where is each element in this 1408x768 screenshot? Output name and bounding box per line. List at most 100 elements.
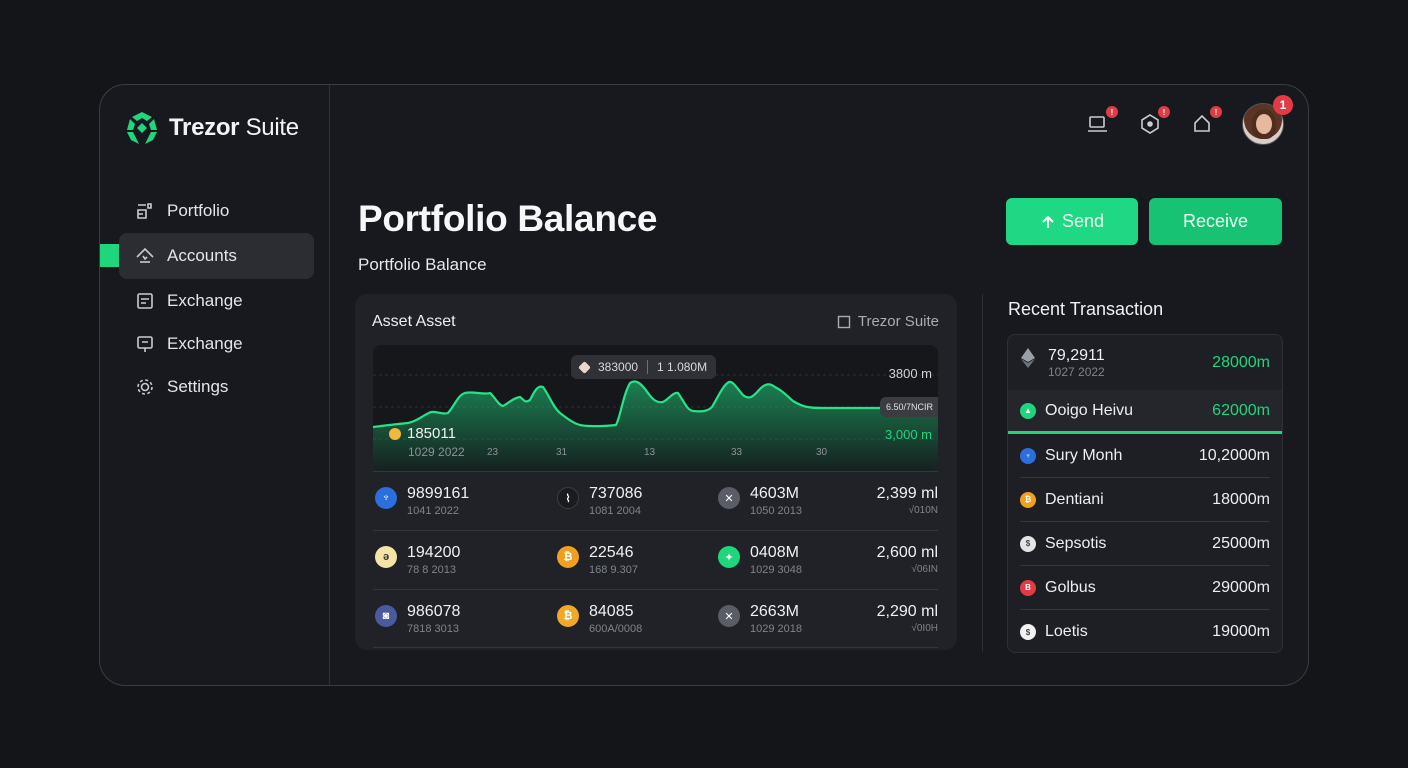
page-title: Portfolio Balance [358, 198, 658, 239]
coin-icon: B [1020, 579, 1036, 596]
y-axis-top-label: 3800 m [888, 366, 932, 381]
avatar[interactable]: 1 [1242, 95, 1293, 145]
asset-value: 194200 [407, 544, 461, 561]
coin-icon: ₿ [557, 546, 579, 568]
asset-date: 1081 2004 [589, 505, 641, 517]
transaction-amount: 28000m [1212, 353, 1270, 371]
asset-cell: ✕ 4603M 1050 2013 [718, 485, 802, 517]
transaction-item[interactable]: ₿ Dentiani 18000m [1020, 478, 1270, 522]
asset-cell: ə 194200 78 8 2013 [375, 544, 460, 576]
y-axis-marker: 6.50/7NCIR [880, 397, 938, 417]
receive-button[interactable]: Receive [1149, 198, 1282, 245]
transaction-item[interactable]: ♆ Sury Monh 10,2000m [1020, 434, 1270, 478]
current-date: 1029 2022 [408, 445, 465, 459]
asset-cell: ⌇ 737086 1081 2004 [557, 485, 642, 517]
asset-cell: ♆ 9899161 1041 2022 [375, 485, 469, 517]
transaction-name: 79,2911 [1048, 346, 1105, 364]
ethereum-icon [1021, 347, 1035, 368]
sidebar-item-label: Portfolio [167, 201, 230, 220]
transaction-amount: 62000m [1212, 401, 1270, 419]
accounts-icon [135, 246, 155, 266]
exchange-alt-icon [135, 334, 155, 354]
send-label: Send [1061, 211, 1105, 231]
x-axis-label: 30 [816, 447, 828, 458]
sidebar-item-portfolio[interactable]: Portfolio [119, 189, 314, 233]
transaction-name: Golbus [1045, 578, 1096, 596]
asset-amount: 2,600 ml [876, 544, 938, 561]
asset-value: 22546 [589, 544, 634, 561]
transaction-name: Sepsotis [1045, 534, 1107, 552]
y-axis-bottom-label: 3,000 m [885, 427, 932, 442]
device-button[interactable]: ! [1086, 106, 1118, 136]
asset-row[interactable]: ə 194200 78 8 2013 ₿ 22546 168 9.307 ✦ 040… [373, 530, 938, 589]
asset-table: ♆ 9899161 1041 2022 ⌇ 737086 1081 2004 ✕ 4… [373, 471, 938, 648]
asset-date: 1029 2018 [750, 623, 802, 635]
asset-amount-sub: √0I0H [911, 623, 938, 634]
exchange-icon [135, 291, 155, 311]
sidebar-item-label: Accounts [167, 246, 237, 265]
sidebar-item-accounts[interactable]: Accounts [100, 233, 314, 279]
transaction-amount: 18000m [1212, 490, 1270, 508]
asset-cell: ₿ 84085 600A/0008 [557, 603, 642, 635]
asset-date: 600A/0008 [589, 623, 643, 635]
tooltip-divider [647, 360, 649, 374]
coin-icon: ✕ [718, 605, 740, 627]
asset-value: 84085 [589, 603, 634, 620]
transaction-amount: 29000m [1212, 578, 1270, 596]
asset-value: 737086 [589, 485, 643, 502]
transaction-item[interactable]: B Golbus 29000m [1020, 566, 1270, 610]
transaction-name: Dentiani [1045, 490, 1104, 508]
asset-value: 4603M [750, 485, 799, 502]
balance-chart[interactable]: 383000 1 1.080M 3800 m 6.50/7NCIR 3,000 … [373, 345, 938, 471]
page-subtitle: Portfolio Balance [358, 255, 487, 274]
sidebar-item-exchange-2[interactable]: Exchange [119, 322, 314, 365]
trezor-logo-icon [127, 112, 157, 144]
asset-date: 1041 2022 [407, 505, 459, 517]
asset-value: 2663M [750, 603, 799, 620]
asset-amount-cell: 2,399 ml √010N [877, 485, 938, 516]
transaction-amount: 19000m [1212, 623, 1270, 640]
eye-button[interactable]: ! [1138, 106, 1170, 136]
bell-icon [1194, 114, 1210, 132]
transaction-name: Loetis [1045, 623, 1088, 640]
x-axis-label: 23 [487, 447, 499, 458]
bell-button[interactable]: ! [1190, 106, 1222, 136]
transaction-item-selected[interactable]: ▲ Ooigo Heivu 62000m [1008, 390, 1282, 434]
current-value: 185011 [389, 425, 456, 442]
asset-amount-sub: √010N [908, 505, 938, 516]
asset-row[interactable]: ♆ 9899161 1041 2022 ⌇ 737086 1081 2004 ✕ 4… [373, 471, 938, 530]
x-axis-label: 31 [556, 447, 568, 458]
transaction-item[interactable]: $ Loetis 19000m [1020, 610, 1270, 652]
receive-label: Receive [1182, 211, 1249, 231]
asset-cell: ◙ 986078 7818 3013 [375, 603, 460, 635]
asset-row[interactable]: ◙ 986078 7818 3013 ₿ 84085 600A/0008 ✕ 266… [373, 589, 938, 648]
sidebar: Trezor Suite Portfolio Accounts Ex [100, 85, 330, 685]
asset-card-brand[interactable]: Trezor Suite [837, 313, 939, 330]
asset-cell: ✦ 0408M 1029 3048 [718, 544, 802, 576]
section-divider [982, 294, 983, 652]
avatar-badge: 1 [1273, 95, 1293, 115]
asset-value: 0408M [750, 544, 799, 561]
notification-badge: ! [1210, 106, 1222, 118]
transaction-item[interactable]: $ Sepsotis 25000m [1020, 522, 1270, 566]
send-button[interactable]: Send [1006, 198, 1138, 245]
coin-icon: $ [1020, 624, 1036, 640]
window-icon [837, 315, 851, 328]
current-value-text: 185011 [407, 425, 456, 442]
app-logo[interactable]: Trezor Suite [125, 111, 299, 145]
arrow-up-icon [1042, 214, 1054, 228]
gear-icon [135, 377, 155, 397]
asset-cell: ✕ 2663M 1029 2018 [718, 603, 802, 635]
diamond-icon [578, 360, 591, 374]
transactions-list: 79,2911 1027 2022 28000m ▲ Ooigo Heivu 6… [1007, 334, 1283, 653]
asset-date: 7818 3013 [407, 623, 459, 635]
notification-badge: ! [1106, 106, 1118, 118]
active-indicator [100, 244, 119, 267]
sidebar-item-label: Exchange [167, 290, 243, 310]
tooltip-value: 383000 [598, 360, 639, 374]
sidebar-item-exchange[interactable]: Exchange [119, 279, 314, 322]
sidebar-item-settings[interactable]: Settings [119, 365, 314, 408]
transaction-amount: 10,2000m [1198, 446, 1270, 464]
avatar-face [1256, 114, 1272, 134]
transaction-item[interactable]: 79,2911 1027 2022 28000m [1008, 335, 1282, 390]
